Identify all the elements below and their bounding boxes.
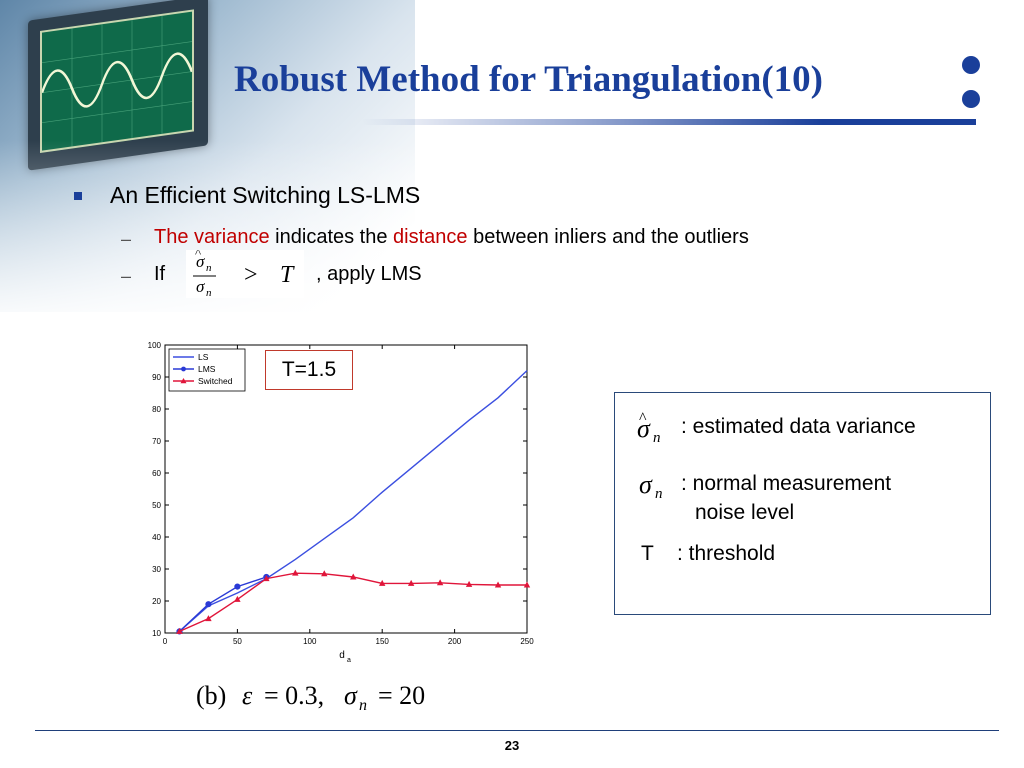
title-underline [362,119,976,125]
svg-text:σ: σ [196,277,205,296]
sigma-hat-symbol: σ ^ n [637,411,661,445]
symbol-legend-panel: σ ^ n : estimated data variance σ n : no… [614,392,991,615]
switched-point [379,579,386,586]
y-axis: 10 20 30 40 50 60 70 80 90 100 [148,341,527,638]
switched-point [465,580,473,587]
line-chart: 10 20 30 40 50 60 70 80 90 100 0 50 100 150 200 250 d … [128,330,540,670]
x-axis: 0 50 100 150 200 250 [163,345,534,646]
switched-point [523,581,531,588]
normal-noise-label-line1: : normal measurement [681,472,892,495]
x-tick-label: 50 [233,637,242,646]
y-tick-label: 20 [152,597,161,606]
condition-suffix: , apply LMS [316,263,422,285]
red-text-variance: The variance [154,226,270,248]
dash-icon: – [121,266,132,286]
lms-point [205,601,212,608]
condition-formula: σ ^ n σ n > T [186,245,304,299]
x-tick-label: 250 [520,637,534,646]
switched-point [263,575,270,582]
x-tick-label: 200 [448,637,462,646]
lms-point [234,583,241,590]
threshold-box: T=1.5 [265,350,353,390]
legend-marker [181,366,186,372]
slide-title: Robust Method for Triangulation(10) [234,59,823,100]
svg-text:^: ^ [195,250,201,260]
switched-point [494,581,502,588]
bullet-square-icon [74,192,82,200]
y-tick-label: 80 [152,405,161,414]
page-number: 23 [504,738,520,753]
legend-label-lms: LMS [198,364,216,374]
svg-text:^: ^ [639,411,647,427]
legend-label-ls: LS [198,352,209,362]
threshold-label: : threshold [677,542,776,565]
estimated-variance-label: : estimated data variance [681,415,916,438]
switched-point [234,595,241,602]
y-tick-label: 50 [152,501,161,510]
legend-label-switched: Switched [198,376,233,386]
y-tick-label: 90 [152,373,161,382]
y-tick-label: 100 [148,341,162,350]
svg-text:n: n [206,262,212,274]
switched-point [292,569,299,576]
x-axis-label-subscript: a [347,657,351,664]
plot-area [164,344,528,634]
y-tick-label: 70 [152,437,161,446]
svg-text:σ: σ [344,681,358,710]
svg-text:n: n [655,486,663,501]
series-line-ls [179,370,528,632]
series-line-lms [179,576,267,632]
svg-text:n: n [206,287,212,298]
y-tick-label: 30 [152,565,161,574]
text-segment: between inliers and the outliers [467,226,749,248]
switched-point [176,627,183,634]
y-tick-label: 40 [152,533,161,542]
svg-text:n: n [653,430,661,445]
svg-text:>: > [244,262,258,288]
svg-text:T: T [280,262,295,288]
switched-point [436,579,444,586]
normal-noise-label-line2: noise level [695,501,795,524]
footer-divider [35,730,999,731]
chart-caption: (b) ε = 0.3, σ n = 20 [196,676,486,716]
switched-point [205,615,212,622]
svg-text:(b): (b) [196,681,226,710]
chart-legend: LS LMS Switched [168,348,246,392]
svg-text:n: n [359,697,367,714]
svg-text:σ: σ [639,471,653,499]
red-text-distance: distance [393,226,468,248]
title-colon-decoration [962,56,982,110]
svg-text:σ: σ [637,414,651,443]
sigma-symbol: σ n [639,471,663,501]
x-tick-label: 150 [376,637,390,646]
text-segment: indicates the [269,226,394,248]
y-tick-label: 10 [152,629,161,638]
sub-bullet-condition-if: If [154,263,166,285]
x-tick-label: 100 [303,637,317,646]
svg-text:ε: ε [242,681,253,710]
x-axis-label: d [339,650,345,661]
legend-marker [180,378,187,384]
switched-point [321,570,328,577]
svg-text:= 20: = 20 [378,681,425,710]
bullet-text: An Efficient Switching LS-LMS [110,182,421,208]
svg-text:σ: σ [196,252,205,271]
x-tick-label: 0 [163,637,168,646]
switched-point [350,573,357,580]
t-symbol: T [641,542,654,565]
dash-icon: – [121,229,132,249]
y-tick-label: 60 [152,469,161,478]
sub-bullet-variance: The variance indicates the distance betw… [154,226,749,249]
svg-text:= 0.3,: = 0.3, [264,681,324,710]
switched-point [407,579,415,586]
